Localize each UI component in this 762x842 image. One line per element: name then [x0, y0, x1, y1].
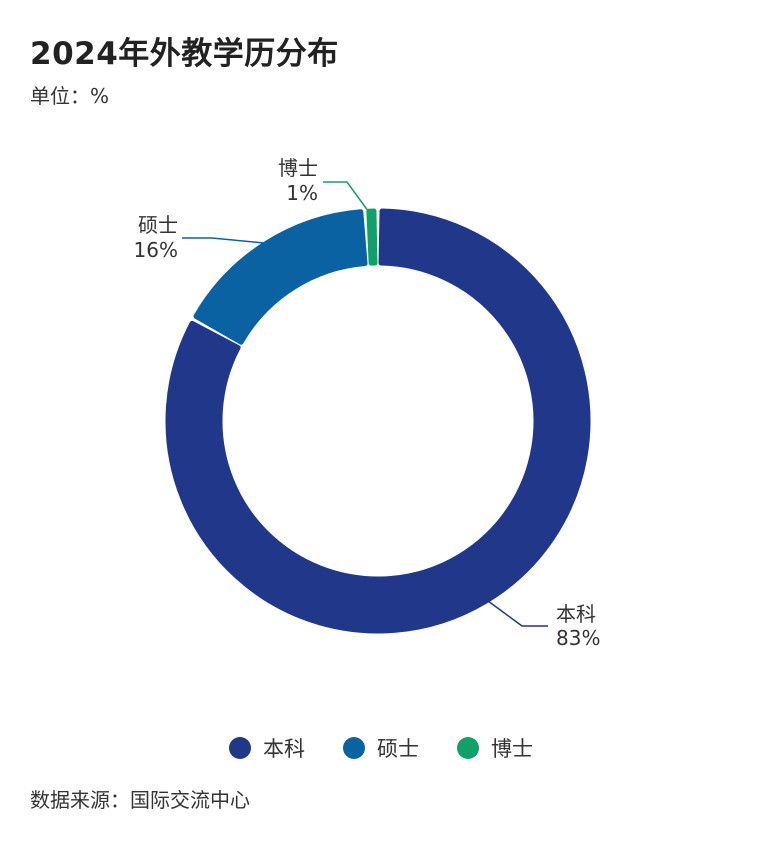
- legend-item-doctor: 博士: [457, 733, 533, 763]
- unit-label: 单位：%: [30, 84, 110, 108]
- chart-title: 2024年外教学历分布: [30, 36, 339, 72]
- leader-line-doctor: [323, 181, 372, 216]
- legend-swatch-bachelor: [229, 737, 251, 759]
- slice-master: [193, 209, 368, 345]
- slice-doctor: [366, 208, 378, 266]
- leader-line-bachelor: [487, 600, 548, 627]
- legend-label-doctor: 博士: [491, 737, 533, 761]
- legend-item-master: 硕士: [343, 733, 419, 763]
- slice-value-doctor: 1%: [286, 181, 318, 205]
- legend-swatch-doctor: [457, 737, 479, 759]
- slice-value-master: 16%: [134, 238, 178, 262]
- slice-label-bachelor: 本科: [556, 602, 596, 626]
- slice-label-doctor: 博士: [278, 156, 318, 180]
- legend: 本科 硕士 博士: [0, 733, 762, 763]
- legend-label-master: 硕士: [377, 737, 419, 761]
- legend-swatch-master: [343, 737, 365, 759]
- slice-label-master: 硕士: [138, 213, 178, 237]
- slice-bachelor: [165, 208, 591, 634]
- legend-label-bachelor: 本科: [263, 737, 305, 761]
- legend-item-bachelor: 本科: [229, 733, 305, 763]
- data-source: 数据来源：国际交流中心: [30, 788, 250, 812]
- leader-line-master: [182, 237, 265, 244]
- slice-value-bachelor: 83%: [556, 626, 600, 650]
